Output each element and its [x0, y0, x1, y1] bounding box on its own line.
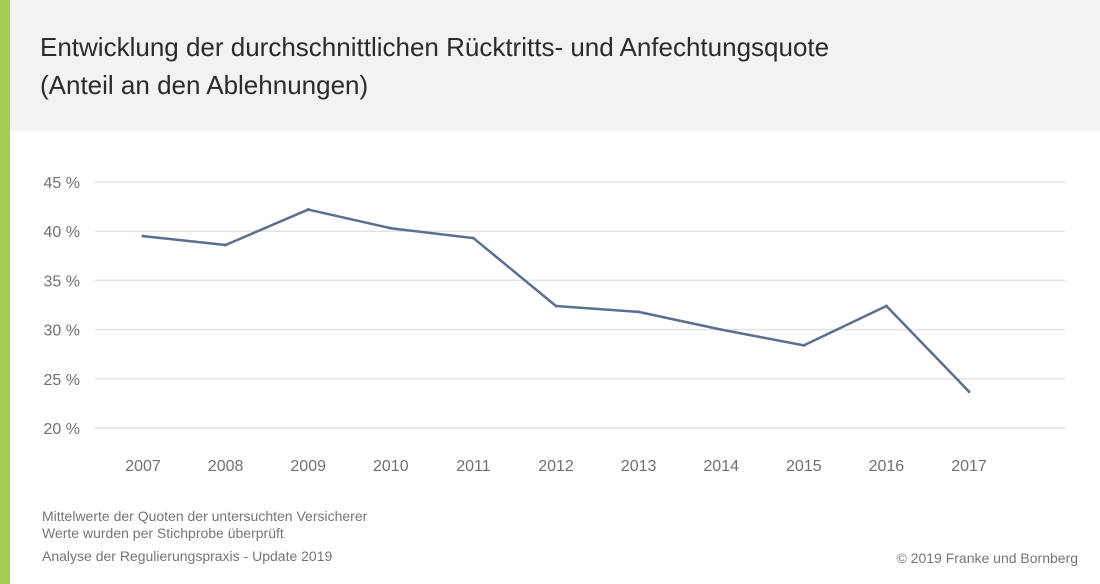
x-tick-label: 2013	[621, 458, 657, 475]
y-tick-label: 45 %	[44, 175, 80, 192]
data-point	[389, 226, 393, 230]
x-tick-label: 2014	[703, 458, 739, 475]
y-tick-label: 20 %	[44, 421, 80, 438]
data-point	[884, 304, 888, 308]
data-point	[719, 328, 723, 332]
footer-note-1: Mittelwerte der Quoten der untersuchten …	[42, 508, 368, 524]
x-tick-label: 2008	[208, 458, 244, 475]
chart-title-line1: Entwicklung der durchschnittlichen Rückt…	[40, 32, 830, 62]
x-tick-label: 2017	[951, 458, 987, 475]
data-point	[141, 234, 145, 238]
data-point	[802, 343, 806, 347]
data-point	[967, 390, 971, 394]
footer-notes: Mittelwerte der Quoten der untersuchten …	[42, 508, 367, 565]
data-point	[554, 304, 558, 308]
y-tick-label: 25 %	[44, 372, 80, 389]
x-tick-label: 2012	[538, 458, 574, 475]
line-chart: 20 % 25 % 30 % 35 % 40 % 45 % 2007 2008 2009 2010…	[44, 175, 1065, 475]
y-tick-label: 30 %	[44, 323, 80, 340]
chart-title-line2: (Anteil an den Ablehnungen)	[40, 70, 369, 100]
data-point	[224, 243, 228, 247]
footer-note-2: Werte wurden per Stichprobe überprüft	[42, 525, 284, 541]
data-point	[306, 208, 310, 212]
x-tick-label: 2007	[125, 458, 161, 475]
footer-source: Analyse der Regulierungspraxis - Update …	[42, 548, 333, 564]
chart-area: 20 % 25 % 30 % 35 % 40 % 45 % 2007 2008 2009 2010…	[0, 131, 1100, 501]
x-tick-label: 2016	[869, 458, 905, 475]
data-point	[471, 236, 475, 240]
series-line	[141, 208, 971, 393]
x-tick-label: 2009	[290, 458, 326, 475]
footer-copyright: © 2019 Franke und Bornberg	[896, 550, 1078, 566]
accent-bar	[0, 0, 10, 584]
x-tick-label: 2010	[373, 458, 409, 475]
chart-header: Entwicklung der durchschnittlichen Rückt…	[10, 0, 1100, 131]
y-tick-label: 35 %	[44, 273, 80, 290]
x-tick-label: 2015	[786, 458, 822, 475]
data-point	[637, 310, 641, 314]
x-tick-label: 2011	[456, 458, 491, 475]
chart-title: Entwicklung der durchschnittlichen Rückt…	[40, 28, 1040, 104]
y-tick-label: 40 %	[44, 224, 80, 241]
